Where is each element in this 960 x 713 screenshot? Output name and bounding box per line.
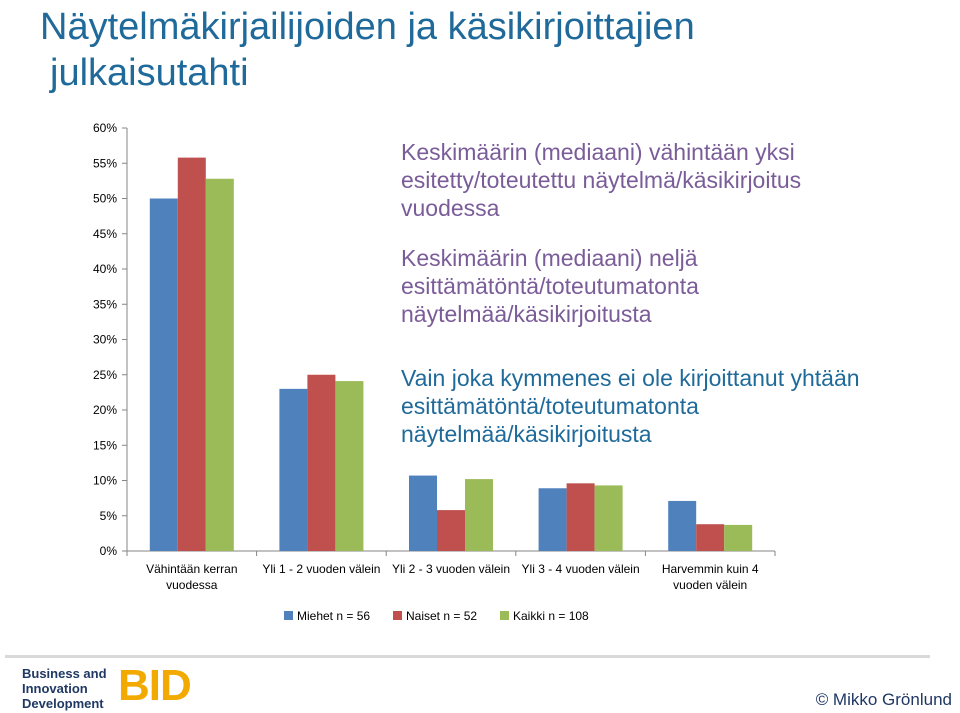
annotation-1-line: vuodessa [401,195,500,221]
annotation-2-line: esittämätöntä/toteutumatonta [401,273,699,299]
legend-label: Kaikki n = 108 [513,609,589,623]
y-tick-label: 30% [93,333,117,347]
bar [437,510,465,551]
legend-swatch [500,611,509,620]
title-line-1: Näytelmäkirjailijoiden ja käsikirjoittaj… [40,6,695,48]
logo-text: Business and Innovation Development [22,666,107,711]
annotation-2-line: Keskimäärin (mediaani) neljä [401,245,698,271]
x-category-label: Harvemmin kuin 4 [662,562,759,576]
bar [668,500,697,551]
bar [696,524,725,551]
bar [594,485,623,551]
y-tick-label: 55% [93,156,117,170]
y-tick-label: 10% [93,474,117,488]
title-line-2: julkaisutahti [50,52,249,94]
bar [724,524,753,551]
x-category-label: Yli 1 - 2 vuoden välein [262,562,380,576]
annotation-3-line: esittämätöntä/toteutumatonta [401,393,699,419]
x-category-label: Vähintään kerran [146,562,237,576]
logo-text-line: Business and [22,666,107,681]
bar [307,374,336,551]
x-category-label: vuoden välein [673,578,747,592]
legend-label: Naiset n = 52 [406,609,477,623]
y-tick-label: 20% [93,403,117,417]
x-category-label: vuodessa [166,578,218,592]
annotation-1-line: esitetty/toteutettu näytelmä/käsikirjoit… [401,167,802,193]
legend-swatch [393,611,402,620]
page-title: Näytelmäkirjailijoiden ja käsikirjoittaj… [40,4,940,96]
logo-brand: BID [118,661,192,710]
bar [538,488,567,551]
annotation-1-line: Keskimäärin (mediaani) vähintään yksi [401,139,795,165]
y-tick-label: 35% [93,297,117,311]
logo-text-line: Development [22,696,104,711]
legend-swatch [284,611,293,620]
bar [177,157,206,552]
y-tick-label: 5% [100,509,118,523]
bar [205,178,234,551]
y-tick-label: 40% [93,262,117,276]
annotation-3: Vain joka kymmenes ei ole kirjoittanut y… [401,364,860,448]
y-tick-label: 15% [93,438,117,452]
annotation-2-line: näytelmää/käsikirjoitusta [401,301,652,327]
footer-divider [5,655,930,658]
y-tick-label: 45% [93,227,117,241]
x-category-label: Yli 2 - 3 vuoden välein [392,562,510,576]
annotation-1: Keskimäärin (mediaani) vähintään yksi es… [401,138,801,222]
bid-logo: Business and Innovation Development BID [22,662,262,712]
y-tick-label: 60% [93,121,117,135]
legend-label: Miehet n = 56 [297,609,370,623]
x-category-label: Yli 3 - 4 vuoden välein [522,562,640,576]
bar [566,483,595,551]
bar [409,475,437,551]
bar [335,381,364,551]
y-tick-label: 25% [93,368,117,382]
annotation-3-line: näytelmää/käsikirjoitusta [401,421,652,447]
y-tick-label: 50% [93,192,117,206]
logo-text-line: Innovation [22,681,88,696]
bar-chart: 0% 5% 10% 15% 20% 25% 30% 35% 40% 45% 50% 55% 60% Väh… [93,121,776,623]
bar [149,198,178,551]
y-tick-label: 0% [100,544,118,558]
copyright-text: © Mikko Grönlund [815,690,952,709]
annotation-3-line: Vain joka kymmenes ei ole kirjoittanut y… [401,365,860,391]
annotation-2: Keskimäärin (mediaani) neljä esittämätön… [401,244,699,328]
bar [279,388,308,551]
bar [465,479,493,551]
